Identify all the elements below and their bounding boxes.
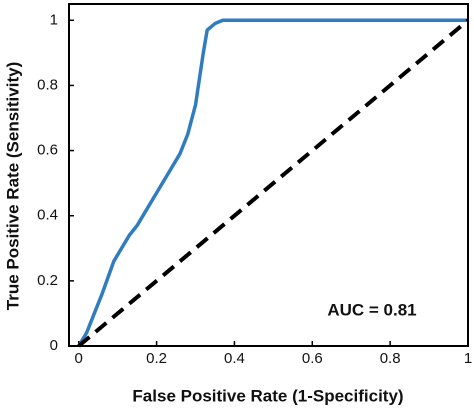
chance-line bbox=[77, 18, 470, 348]
x-tick-label: 0.4 bbox=[224, 350, 245, 367]
x-axis-label: False Positive Rate (1-Specificity) bbox=[132, 386, 403, 405]
x-tick-label: 0.2 bbox=[146, 350, 167, 367]
y-axis-label: True Positive Rate (Sensitivity) bbox=[3, 62, 22, 310]
x-tick-label: 0 bbox=[75, 350, 83, 367]
y-tick-label: 0.2 bbox=[37, 272, 58, 289]
y-tick-label: 0.4 bbox=[37, 207, 58, 224]
auc-annotation: AUC = 0.81 bbox=[327, 300, 416, 319]
y-tick-label: 0 bbox=[50, 337, 58, 354]
x-tick-label: 0.8 bbox=[380, 350, 401, 367]
y-tick-label: 0.8 bbox=[37, 76, 58, 93]
y-tick-label: 1 bbox=[50, 11, 58, 28]
roc-curve bbox=[77, 18, 468, 347]
plot-frame bbox=[68, 3, 469, 347]
x-tick-label: 0.6 bbox=[302, 350, 323, 367]
y-tick-label: 0.6 bbox=[37, 142, 58, 159]
x-tick-label: 1 bbox=[464, 350, 472, 367]
